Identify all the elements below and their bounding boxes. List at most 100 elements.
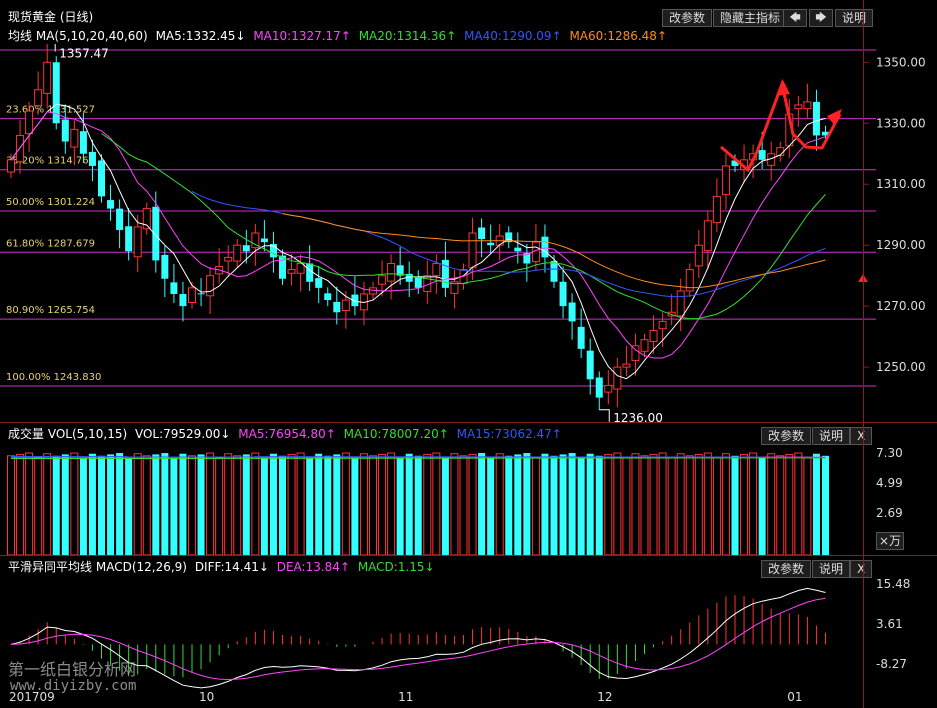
x-tick-3: 12 [597,690,613,704]
price-axis-label-3: 1290.00 [876,238,926,252]
vol-bar-37 [341,452,350,555]
vol-bar-4 [43,453,52,555]
vol-bar-35 [324,455,332,555]
macd-params-button[interactable]: 改参数 [761,560,812,578]
vol-bar-44 [405,453,413,555]
candle-body-38 [351,294,359,307]
candle-body-14 [133,226,142,258]
explain-button[interactable]: 说明 [835,9,874,27]
vol-bar-23 [215,457,224,555]
candle-body-4 [43,61,52,94]
candle-body-2 [25,110,34,135]
vol-bar-61 [559,454,567,555]
arrow-peak-icon [776,80,790,96]
macd-close-icon[interactable]: X [850,560,873,578]
vol-bar-15 [142,455,151,555]
vol-bar-49 [450,453,459,555]
vol-bar-26 [242,454,250,555]
diff-line [10,587,826,689]
volume-close-icon[interactable]: X [850,427,873,445]
chart-title: 现货黄金 (日线) [8,10,94,24]
vol-bar-59 [541,453,549,555]
vol-bar-87 [794,452,803,555]
vol-bar-77 [703,452,712,555]
vol-bar-82 [749,452,758,555]
candle-body-27 [251,232,260,249]
vol-bar-22 [206,452,215,555]
vol-bar-2 [25,452,34,555]
candle-body-16 [152,206,160,261]
price-axis-label-4: 1270.00 [876,299,926,313]
volume-params-button[interactable]: 改参数 [761,427,812,445]
volume-name: 成交量 [8,427,45,441]
vol-bar-19 [179,453,187,555]
vol-bar-1 [16,453,25,555]
vol-value-2: MA10:78007.20↑ [339,427,449,441]
candle-body-31 [287,269,296,274]
vol-bar-56 [514,454,522,555]
right-arrow-icon[interactable]: 🡆 [809,9,833,27]
high-marker [54,44,56,52]
candle-body-67 [613,366,622,390]
macd-explain-button[interactable]: 说明 [812,560,851,578]
candle-body-53 [487,242,495,246]
price-axis-label-1: 1330.00 [876,116,926,130]
candle-body-13 [125,226,133,252]
candle-body-42 [387,262,396,282]
volume-explain-button[interactable]: 说明 [812,427,851,445]
vol-bar-8 [79,457,87,555]
vol-bar-12 [116,453,124,555]
candle-body-79 [721,165,730,196]
vol-bar-5 [52,455,60,555]
volume-axis-low: 2.69 [876,506,903,520]
vol-bar-67 [613,452,622,555]
volume-params: VOL(5,10,15) [47,427,128,441]
candle-body-66 [604,384,613,393]
macd-value-0: DIFF:14.41↓ [194,560,269,574]
candle-body-15 [142,208,151,230]
vol-bar-86 [785,453,794,555]
vol-bar-13 [125,457,133,555]
candle-body-6 [61,119,69,142]
vol-bar-63 [577,457,585,555]
candle-body-3 [34,89,43,107]
candle-body-26 [242,245,250,252]
price-axis-label-5: 1250.00 [876,360,926,374]
candle-body-57 [523,253,531,264]
candle-body-71 [649,330,658,343]
macd-name: 平滑异同平均线 [8,560,93,574]
vol-bar-36 [333,454,341,555]
vol-bar-57 [523,453,531,555]
vol-value-1: MA5:76954.80↑ [234,427,336,441]
price-axis-label-0: 1350.00 [876,55,926,69]
hide-indicator-button[interactable]: 隐藏主指标 [713,9,788,27]
candle-body-32 [296,262,305,274]
macd-params: MACD(12,26,9) [95,560,187,574]
main-indicator-name: 均线 [8,29,33,43]
fib-label-0: 23.60% 1331.527 [6,105,95,116]
vol-bar-34 [315,453,323,555]
candle-body-0 [7,159,15,173]
vol-bar-38 [351,457,359,555]
candle-body-55 [505,232,513,243]
macd-axis-low: -8.27 [876,657,908,671]
vol-bar-6 [61,454,69,555]
candle-body-21 [197,293,205,295]
vol-bar-42 [387,452,396,555]
candle-body-25 [233,244,242,262]
vol-bar-20 [188,455,196,555]
candle-body-75 [685,269,694,292]
vol-ma10-line [10,457,826,460]
candle-body-12 [116,208,124,230]
left-arrow-icon[interactable]: 🡄 [783,9,807,27]
vol-bar-78 [712,457,721,555]
vol-bar-29 [269,453,277,555]
candle-body-88 [803,101,812,110]
params-button[interactable]: 改参数 [662,9,713,27]
vol-bar-40 [369,455,377,555]
vol-bar-54 [495,453,504,555]
low-marker [599,409,610,422]
vol-bar-11 [107,454,115,555]
unit-button[interactable]: ×万 [876,532,905,550]
volume-axis-top: 7.30 [876,446,903,460]
